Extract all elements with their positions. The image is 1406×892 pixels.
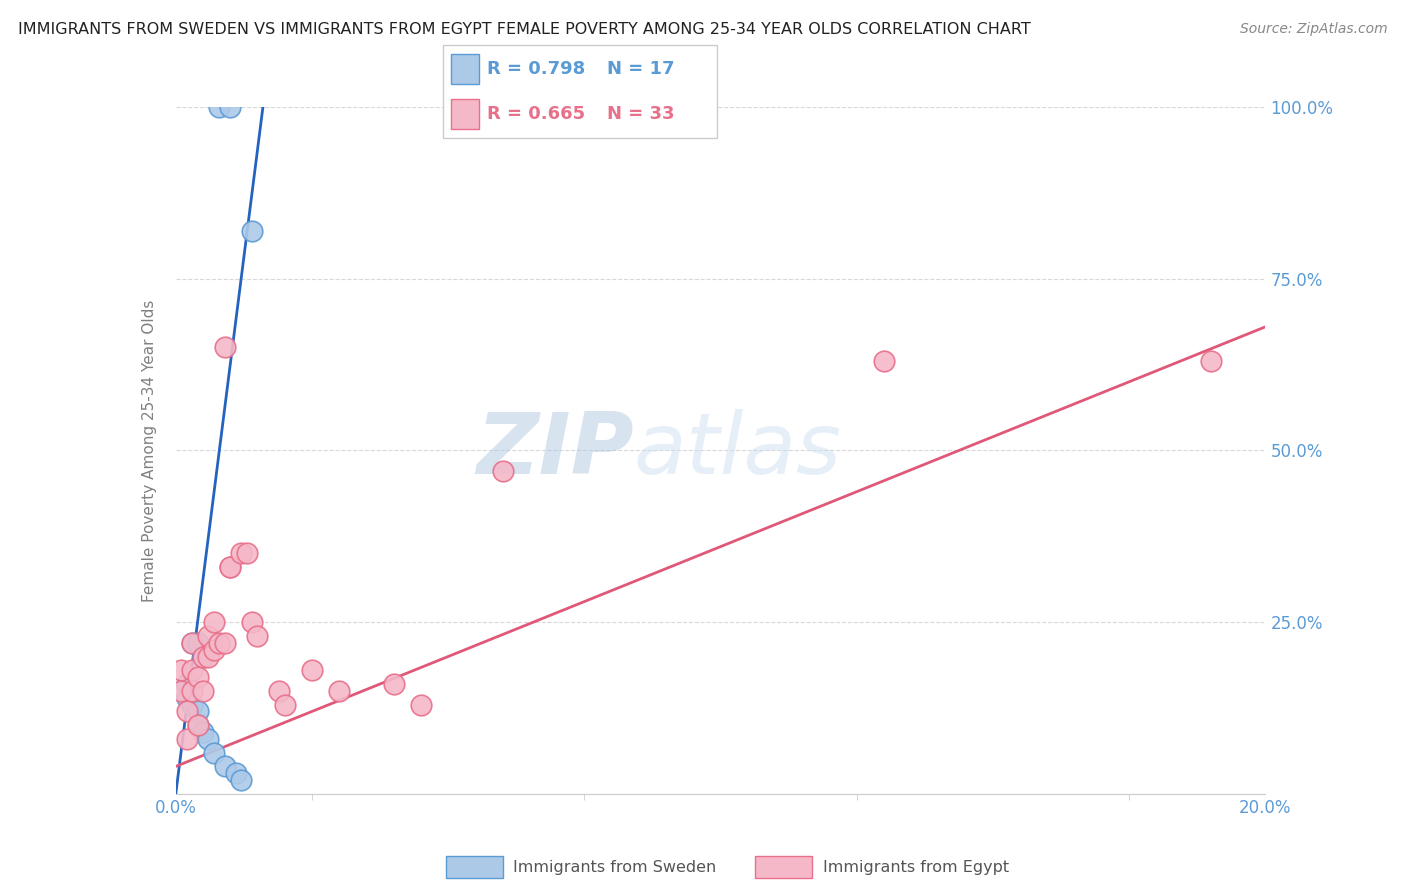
Point [235,546,257,561]
Point [202,615,225,630]
Point [246,629,269,643]
Point [181,636,204,650]
Point [492,464,515,478]
Point [186,705,209,719]
Point [208,636,231,650]
Text: Immigrants from Sweden: Immigrants from Sweden [513,860,717,874]
Point [176,677,198,691]
Point [873,354,896,368]
Point [382,677,405,691]
Point [170,663,193,677]
Point [240,224,263,238]
Point [231,546,253,561]
Point [274,698,297,712]
FancyBboxPatch shape [446,855,503,879]
Point [186,718,209,732]
Point [191,649,214,664]
Point [214,340,236,354]
Point [409,698,432,712]
Point [181,636,204,650]
Point [181,663,204,677]
Text: atlas: atlas [633,409,841,492]
Point [181,683,204,698]
Text: Source: ZipAtlas.com: Source: ZipAtlas.com [1240,22,1388,37]
Point [191,725,214,739]
Text: IMMIGRANTS FROM SWEDEN VS IMMIGRANTS FROM EGYPT FEMALE POVERTY AMONG 25-34 YEAR : IMMIGRANTS FROM SWEDEN VS IMMIGRANTS FRO… [18,22,1031,37]
Point [181,698,204,712]
FancyBboxPatch shape [451,99,478,129]
Point [176,705,198,719]
Text: N = 33: N = 33 [607,105,675,123]
Point [186,718,209,732]
Point [240,615,263,630]
Point [202,642,225,657]
Point [176,731,198,746]
Point [225,766,247,780]
Point [191,649,214,664]
Point [1199,354,1222,368]
Point [197,649,219,664]
Point [214,759,236,773]
Point [219,560,242,574]
FancyBboxPatch shape [443,45,717,138]
Point [214,636,236,650]
Text: Immigrants from Egypt: Immigrants from Egypt [823,860,1008,874]
Point [219,560,242,574]
Point [219,100,242,114]
Point [301,663,323,677]
FancyBboxPatch shape [755,855,813,879]
Point [197,629,219,643]
Point [269,683,291,698]
Point [231,773,253,788]
Point [176,690,198,705]
Text: R = 0.798: R = 0.798 [486,60,585,78]
Y-axis label: Female Poverty Among 25-34 Year Olds: Female Poverty Among 25-34 Year Olds [142,300,157,601]
Point [208,100,231,114]
Point [186,636,209,650]
Text: ZIP: ZIP [475,409,633,492]
Point [170,683,193,698]
Text: R = 0.665: R = 0.665 [486,105,585,123]
Text: N = 17: N = 17 [607,60,675,78]
Point [197,731,219,746]
Point [186,670,209,684]
FancyBboxPatch shape [451,54,478,84]
Point [202,746,225,760]
Point [191,683,214,698]
Point [328,683,350,698]
